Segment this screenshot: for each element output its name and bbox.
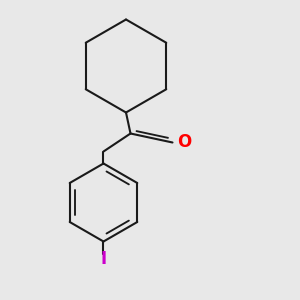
Text: I: I <box>100 250 106 268</box>
Text: O: O <box>177 133 191 151</box>
